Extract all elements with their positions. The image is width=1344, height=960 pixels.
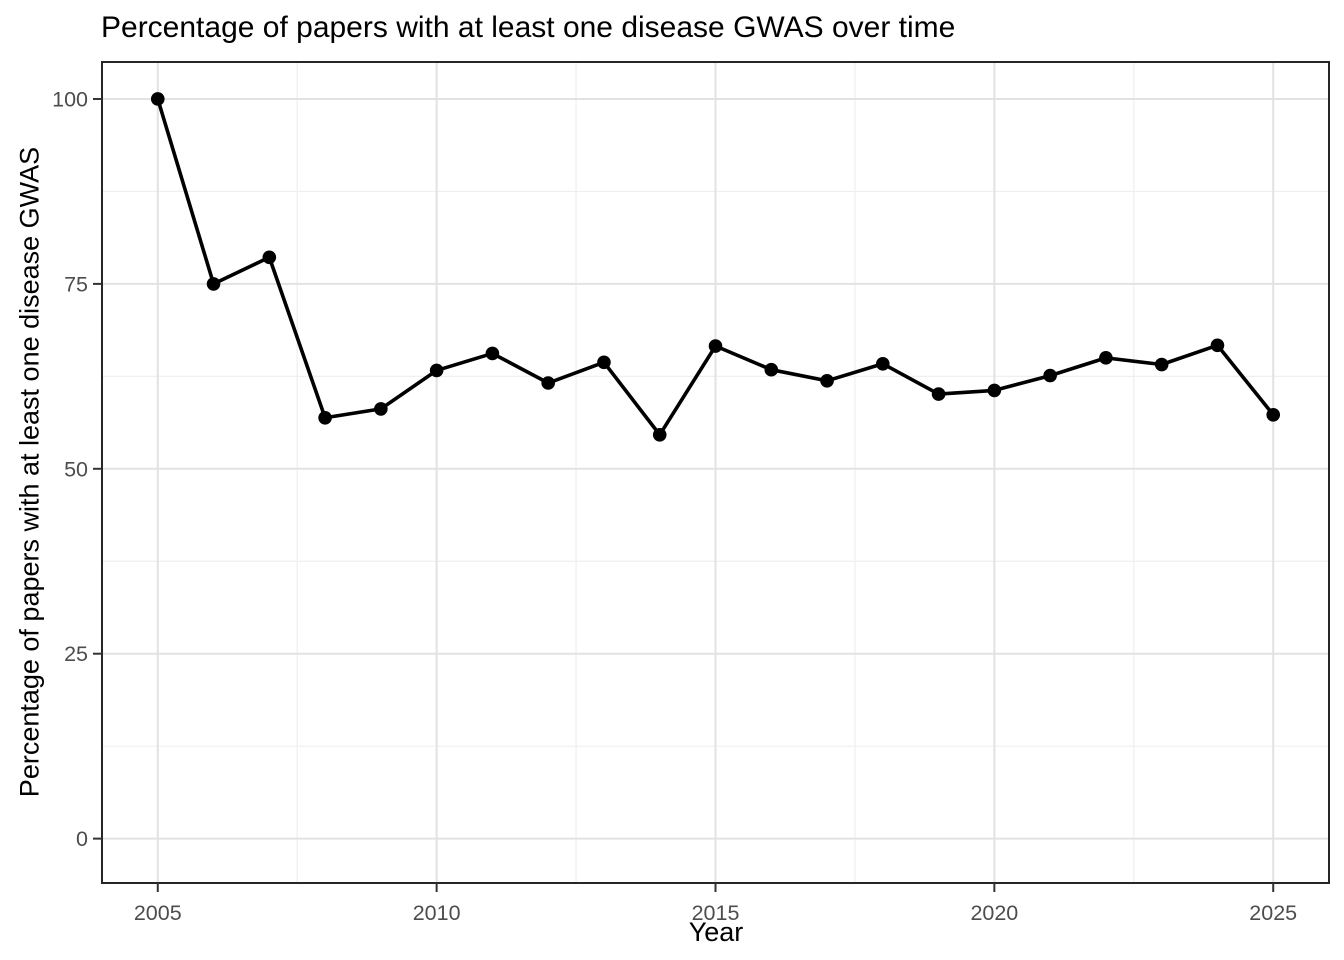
data-point (374, 402, 388, 416)
y-tick-label: 100 (52, 87, 88, 111)
data-point (206, 277, 221, 291)
data-point (1154, 357, 1169, 372)
data-point (1043, 368, 1057, 383)
data-point (318, 410, 332, 425)
x-tick-label: 2005 (134, 901, 182, 925)
data-point (876, 356, 890, 371)
data-point (652, 427, 667, 442)
data-point (764, 362, 779, 377)
data-point (931, 387, 946, 401)
data-point (1210, 338, 1225, 353)
x-axis-title: Year (688, 917, 744, 947)
data-point (597, 355, 611, 370)
x-tick-label: 2010 (413, 901, 461, 925)
x-tick-label: 2015 (692, 901, 740, 925)
data-point (1099, 351, 1113, 365)
y-tick-label: 75 (64, 272, 88, 296)
x-tick-label: 2025 (1249, 901, 1297, 925)
chart-title: Percentage of papers with at least one d… (101, 11, 956, 44)
data-point (820, 373, 834, 388)
y-tick-label: 25 (64, 642, 88, 666)
data-point (708, 339, 723, 353)
y-tick-label: 50 (64, 457, 88, 481)
data-point (150, 92, 165, 106)
y-tick-label: 0 (76, 827, 88, 851)
data-point (262, 250, 277, 265)
data-point (541, 376, 555, 390)
data-point (485, 346, 500, 361)
x-tick-label: 2020 (970, 901, 1018, 925)
data-point (987, 383, 1002, 398)
data-point (1266, 408, 1281, 422)
data-point (429, 363, 444, 378)
